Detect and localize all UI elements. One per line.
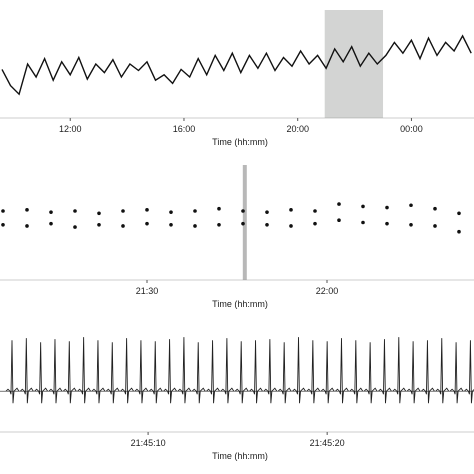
point <box>289 208 293 212</box>
heartbeat <box>392 337 407 404</box>
point <box>457 211 461 216</box>
point <box>49 210 53 214</box>
point <box>361 204 365 209</box>
x-tick-label: 21:45:20 <box>310 438 345 448</box>
heartbeat <box>220 338 235 404</box>
heartbeat <box>306 340 321 404</box>
point <box>433 206 437 211</box>
point <box>73 225 77 229</box>
heartbeat <box>134 340 149 404</box>
highlight-span <box>324 10 384 118</box>
point <box>385 205 389 210</box>
point <box>25 224 29 228</box>
heartbeat <box>105 342 120 404</box>
heartbeat <box>435 338 450 404</box>
point <box>169 223 173 227</box>
x-tick-label: 12:00 <box>59 124 82 134</box>
point <box>193 209 197 213</box>
marker-line <box>242 165 247 280</box>
heartbeat <box>349 340 364 404</box>
point <box>121 224 125 228</box>
point <box>313 209 317 213</box>
heartbeat <box>91 340 106 404</box>
point <box>409 203 413 208</box>
point <box>1 223 5 227</box>
x-tick-label: 21:30 <box>136 286 159 296</box>
point <box>145 208 149 212</box>
point <box>145 221 149 226</box>
point <box>25 208 29 212</box>
x-tick-label: 16:00 <box>173 124 196 134</box>
heartbeat <box>77 337 92 404</box>
heartbeat <box>378 339 392 404</box>
heartbeat <box>20 338 34 404</box>
point <box>241 221 245 226</box>
heartbeat <box>191 342 206 404</box>
heartbeat <box>62 341 77 404</box>
point <box>49 221 53 226</box>
x-axis-title: Time (hh:mm) <box>212 451 268 461</box>
heartbeat <box>120 338 134 404</box>
point <box>457 229 461 234</box>
point <box>97 223 101 227</box>
x-axis-title: Time (hh:mm) <box>212 299 268 309</box>
heartbeat <box>292 337 306 404</box>
point <box>385 221 389 226</box>
point <box>1 209 5 213</box>
point <box>265 210 269 214</box>
heartbeat <box>320 341 335 404</box>
heartbeat <box>148 341 163 404</box>
point <box>121 209 125 213</box>
point <box>241 209 245 213</box>
heartbeat <box>449 342 464 404</box>
point <box>97 211 101 216</box>
x-axis-title: Time (hh:mm) <box>212 137 268 147</box>
heartbeat <box>5 340 20 404</box>
heartbeat <box>464 340 474 404</box>
x-tick-label: 21:45:10 <box>131 438 166 448</box>
point <box>361 220 365 225</box>
x-tick-label: 20:00 <box>286 124 309 134</box>
heartbeat <box>406 341 421 404</box>
heartbeat <box>335 338 349 404</box>
heartbeat <box>163 339 177 404</box>
point <box>217 223 221 227</box>
signal-line <box>1 34 472 96</box>
heartbeat <box>34 342 49 404</box>
point <box>193 224 197 228</box>
point <box>73 209 77 213</box>
heartbeat <box>234 341 249 404</box>
x-tick-label: 00:00 <box>400 124 423 134</box>
point <box>289 224 293 228</box>
point <box>409 223 413 227</box>
x-tick-label: 22:00 <box>316 286 339 296</box>
point <box>313 221 317 226</box>
heartbeat <box>277 342 292 404</box>
heartbeat <box>206 340 220 404</box>
heartbeat <box>421 340 435 404</box>
point <box>337 202 341 206</box>
point <box>433 224 437 228</box>
point <box>169 210 173 214</box>
heartbeat <box>249 340 263 404</box>
point <box>337 218 341 222</box>
heartbeat <box>263 339 278 404</box>
point <box>265 223 269 227</box>
point <box>217 206 221 211</box>
heartbeat <box>363 342 378 404</box>
heartbeat <box>177 337 192 404</box>
heartbeat <box>48 339 63 404</box>
